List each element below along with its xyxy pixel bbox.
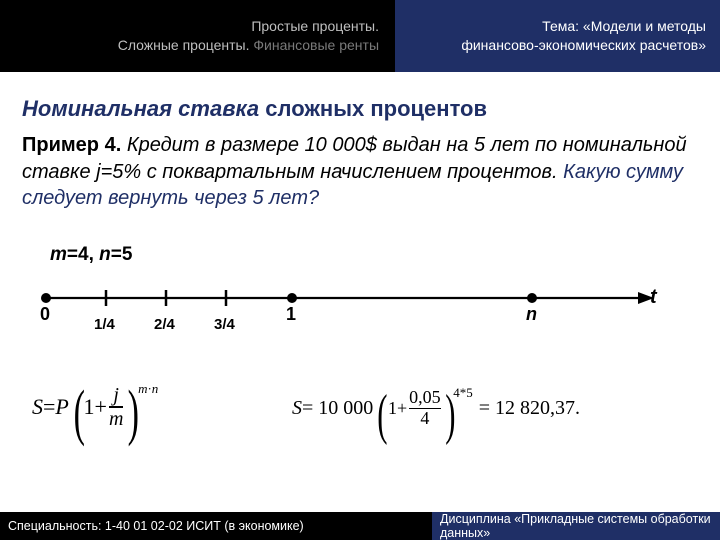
header-left-line2a: Сложные проценты. bbox=[118, 37, 250, 53]
footer-right: Дисциплина «Прикладные системы обработки… bbox=[432, 512, 720, 540]
fl-exp-n: n bbox=[152, 381, 159, 396]
header-left: Простые проценты. Сложные проценты. Фина… bbox=[0, 0, 395, 72]
timeline-label: n bbox=[526, 304, 537, 325]
footer-left: Специальность: 1-40 01 02-02 ИСИТ (в эко… bbox=[0, 512, 432, 540]
timeline-t-label: t bbox=[650, 286, 657, 309]
m-label: m bbox=[50, 244, 67, 265]
fr-1plus: 1+ bbox=[388, 398, 407, 419]
footer: Специальность: 1-40 01 02-02 ИСИТ (в эко… bbox=[0, 512, 720, 540]
fl-S: S bbox=[32, 394, 43, 420]
fr-den: 4 bbox=[420, 409, 429, 429]
page-title: Номинальная ставка сложных процентов bbox=[22, 96, 487, 122]
timeline-label: 3/4 bbox=[214, 316, 235, 333]
fl-P: P bbox=[55, 394, 68, 420]
problem-text-b: с поквартальным начислением процентов. bbox=[141, 161, 557, 183]
title-rest: сложных процентов bbox=[259, 96, 487, 121]
fl-frac: j m bbox=[109, 384, 123, 430]
timeline-label: 2/4 bbox=[154, 316, 175, 333]
timeline: 0 1/4 2/4 3/4 1 n t bbox=[34, 282, 674, 342]
n-value: =5 bbox=[111, 244, 133, 265]
fr-exp: 4*5 bbox=[453, 385, 473, 401]
title-italic: Номинальная ставка bbox=[22, 96, 259, 121]
header-right-line2: финансово-экономических расчетов» bbox=[461, 36, 706, 55]
header: Простые проценты. Сложные проценты. Фина… bbox=[0, 0, 720, 72]
timeline-label: 1/4 bbox=[94, 316, 115, 333]
header-right-line1: Тема: «Модели и методы bbox=[542, 17, 706, 36]
fr-num: 0,05 bbox=[409, 388, 441, 408]
fl-exp: m·n bbox=[138, 381, 158, 397]
n-label: n bbox=[99, 244, 111, 265]
problem-rate: j=5% bbox=[96, 161, 141, 183]
fl-1plus: 1+ bbox=[84, 394, 107, 420]
fr-S: S bbox=[292, 397, 302, 420]
fr-frac: 0,05 4 bbox=[409, 388, 441, 429]
mn-line: m=4, n=5 bbox=[50, 244, 132, 266]
header-left-line2b: Финансовые ренты bbox=[250, 37, 380, 53]
fl-num: j bbox=[113, 384, 119, 406]
m-value: =4, bbox=[67, 244, 99, 265]
header-left-line2: Сложные проценты. Финансовые ренты bbox=[118, 36, 379, 55]
formula-left: S = P ( 1+ j m ) m·n bbox=[32, 384, 164, 430]
timeline-label: 1 bbox=[286, 304, 296, 325]
timeline-labels: 0 1/4 2/4 3/4 1 n t bbox=[34, 282, 674, 342]
formula-right: S = 10 000 ( 1+ 0,05 4 ) 4*5 = 12 820,37… bbox=[292, 388, 580, 429]
problem-text: Пример 4. Кредит в размере 10 000$ выдан… bbox=[22, 132, 698, 212]
fr-eq2: = 12 820,37. bbox=[479, 397, 580, 420]
fl-eq: = bbox=[43, 394, 55, 420]
fr-eq1: = 10 000 bbox=[302, 397, 373, 420]
fl-den: m bbox=[109, 408, 123, 430]
header-left-line1: Простые проценты. bbox=[251, 17, 379, 36]
timeline-label: 0 bbox=[40, 304, 50, 325]
formula-area: S = P ( 1+ j m ) m·n S = 10 000 ( 1+ 0,0… bbox=[22, 376, 698, 466]
header-right: Тема: «Модели и методы финансово-экономи… bbox=[395, 0, 720, 72]
problem-label: Пример 4. bbox=[22, 134, 121, 156]
